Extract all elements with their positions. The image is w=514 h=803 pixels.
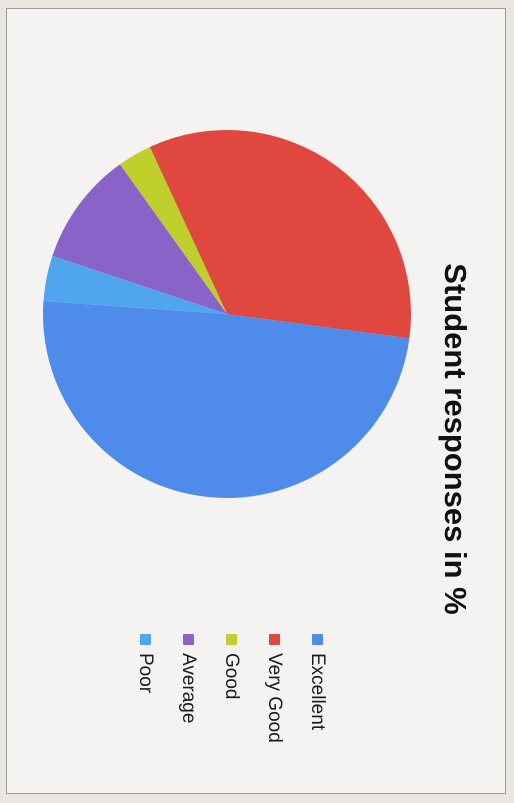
legend-item-poor: Poor <box>124 634 167 743</box>
legend-swatch <box>226 634 237 645</box>
legend-label: Good <box>221 653 243 700</box>
pie-chart <box>43 130 411 498</box>
legend-swatch <box>183 634 194 645</box>
chart-card: Student responses in % Excellent Very Go… <box>6 8 506 794</box>
legend-swatch <box>269 634 280 645</box>
legend-item-excellent: Excellent <box>296 634 339 743</box>
legend-label: Poor <box>135 653 157 694</box>
pie-slice-good <box>119 146 227 314</box>
legend-item-very-good: Very Good <box>253 634 296 743</box>
pie-slice-very-good <box>149 130 411 339</box>
legend-item-average: Average <box>167 634 210 743</box>
pie-slice-average <box>52 164 227 314</box>
pie-slice-poor <box>43 255 227 314</box>
pie-slice-excellent <box>43 301 410 498</box>
legend-label: Average <box>178 653 200 724</box>
legend-swatch <box>140 634 151 645</box>
legend-label: Very Good <box>264 653 286 743</box>
legend-item-good: Good <box>210 634 253 743</box>
legend-swatch <box>312 634 323 645</box>
rotated-chart: Student responses in % Excellent Very Go… <box>7 9 507 795</box>
chart-legend: Excellent Very Good Good Average Poor <box>124 634 339 743</box>
legend-label: Excellent <box>307 653 329 731</box>
